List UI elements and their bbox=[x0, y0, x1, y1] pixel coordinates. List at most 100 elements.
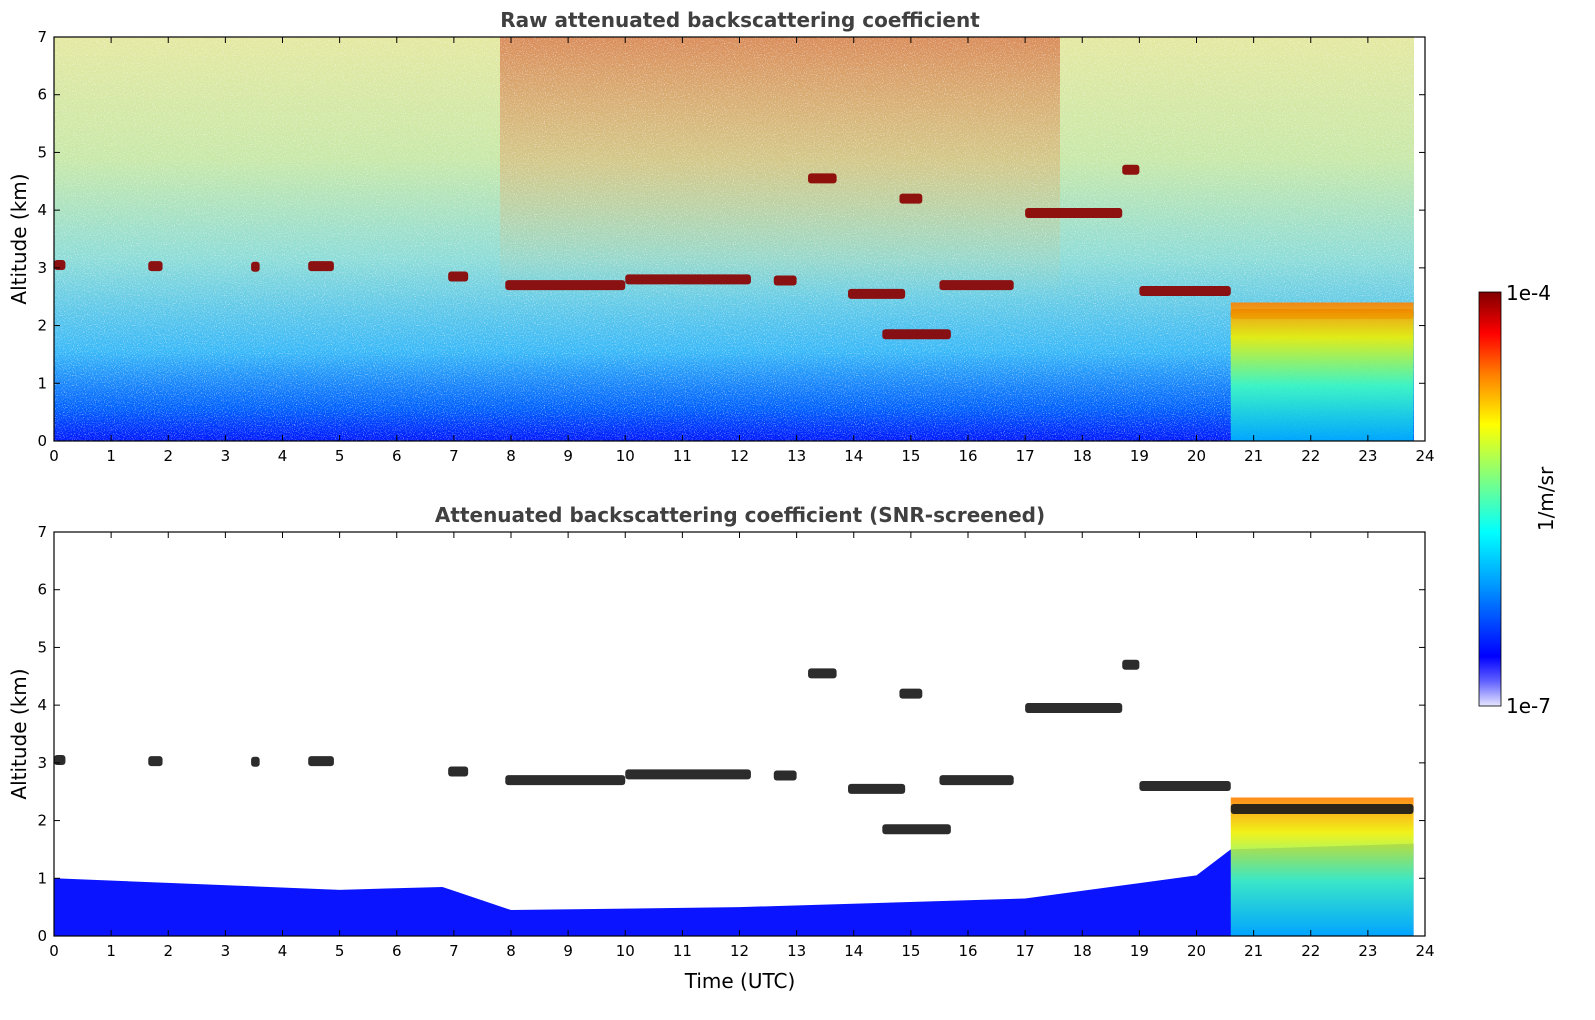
y-tick-label: 2 bbox=[37, 317, 47, 335]
cloud-layer bbox=[808, 668, 837, 679]
y-tick-label: 4 bbox=[37, 696, 47, 714]
x-tick-label: 10 bbox=[616, 942, 635, 960]
raw-y-axis-label: Altitude (km) bbox=[7, 173, 31, 304]
cloud-layer bbox=[1230, 804, 1414, 815]
colorbar-gradient bbox=[1478, 291, 1502, 707]
snr-y-axis-label: Altitude (km) bbox=[7, 668, 31, 799]
x-tick-label: 7 bbox=[449, 447, 459, 465]
y-tick-label: 6 bbox=[37, 581, 47, 599]
x-tick-label: 9 bbox=[563, 942, 573, 960]
x-tick-label: 1 bbox=[106, 447, 116, 465]
cloud-layer bbox=[848, 288, 906, 299]
y-tick-label: 6 bbox=[37, 86, 47, 104]
cloud-layer bbox=[148, 756, 163, 767]
x-tick-label: 17 bbox=[1016, 942, 1035, 960]
y-tick-label: 3 bbox=[37, 754, 47, 772]
cloud-layer bbox=[1025, 208, 1123, 219]
x-tick-label: 8 bbox=[506, 942, 516, 960]
y-tick-label: 1 bbox=[37, 374, 47, 392]
raw-x-axis: 0 1 2 3 4 5 6 7 8 9 10 11 12 13 14 15 16 17 18 19 20 21 22 23 24 bbox=[49, 37, 1435, 465]
cloud-layer bbox=[505, 775, 626, 786]
raw-y-axis: 0 1 2 3 4 5 6 7 bbox=[37, 28, 1425, 450]
cloud-layer bbox=[882, 824, 951, 835]
cloud-layer bbox=[1139, 780, 1231, 791]
raw-convective-cloud bbox=[1230, 302, 1414, 441]
x-tick-label: 5 bbox=[335, 942, 345, 960]
x-tick-label: 12 bbox=[730, 942, 749, 960]
cloud-layer bbox=[54, 259, 66, 270]
y-tick-label: 5 bbox=[37, 638, 47, 656]
y-tick-label: 7 bbox=[37, 28, 47, 46]
x-tick-label: 23 bbox=[1358, 942, 1377, 960]
cloud-layer bbox=[1025, 703, 1123, 714]
y-tick-label: 0 bbox=[37, 432, 47, 450]
cloud-layer bbox=[625, 769, 751, 780]
cloud-layer bbox=[308, 261, 334, 272]
x-tick-label: 8 bbox=[506, 447, 516, 465]
y-tick-label: 2 bbox=[37, 812, 47, 830]
y-tick-label: 1 bbox=[37, 869, 47, 887]
x-tick-label: 22 bbox=[1301, 447, 1320, 465]
x-tick-label: 0 bbox=[49, 447, 59, 465]
x-tick-label: 16 bbox=[958, 942, 977, 960]
x-tick-label: 11 bbox=[673, 447, 692, 465]
cloud-layer bbox=[1122, 659, 1140, 670]
x-tick-label: 10 bbox=[616, 447, 635, 465]
x-tick-label: 20 bbox=[1187, 942, 1206, 960]
x-tick-label: 3 bbox=[221, 447, 231, 465]
x-tick-label: 22 bbox=[1301, 942, 1320, 960]
x-tick-label: 6 bbox=[392, 942, 402, 960]
x-tick-label: 0 bbox=[49, 942, 59, 960]
cloud-layer bbox=[448, 271, 469, 282]
snr-screened-panel: Attenuated backscattering coefficient (S… bbox=[7, 503, 1435, 993]
cloud-layer bbox=[939, 280, 1014, 291]
snr-panel-title: Attenuated backscattering coefficient (S… bbox=[435, 503, 1045, 527]
cloud-layer bbox=[1122, 164, 1140, 175]
cloud-layer bbox=[625, 274, 751, 285]
cloud-layer bbox=[882, 329, 951, 340]
cloud-layer bbox=[251, 756, 260, 767]
x-tick-label: 5 bbox=[335, 447, 345, 465]
x-tick-label: 4 bbox=[278, 447, 288, 465]
cloud-layer bbox=[308, 756, 334, 767]
raw-backscatter-panel: Raw attenuated backscattering coefficien… bbox=[7, 8, 1435, 465]
x-tick-label: 7 bbox=[449, 942, 459, 960]
cloud-layer bbox=[939, 775, 1014, 786]
x-tick-label: 24 bbox=[1415, 447, 1434, 465]
snr-convective-cloud bbox=[1230, 797, 1414, 936]
x-tick-label: 12 bbox=[730, 447, 749, 465]
cloud-layer bbox=[808, 173, 837, 184]
colorbar-min-label: 1e-7 bbox=[1506, 694, 1551, 718]
x-tick-label: 16 bbox=[958, 447, 977, 465]
snr-boundary-layer bbox=[54, 843, 1414, 936]
x-tick-label: 14 bbox=[844, 942, 863, 960]
x-tick-label: 13 bbox=[787, 942, 806, 960]
cloud-layer bbox=[505, 280, 626, 291]
cloud-layer bbox=[899, 688, 923, 699]
x-tick-label: 3 bbox=[221, 942, 231, 960]
x-tick-label: 2 bbox=[163, 942, 173, 960]
x-tick-label: 18 bbox=[1073, 447, 1092, 465]
colorbar-unit-label: 1/m/sr bbox=[1534, 466, 1558, 531]
y-tick-label: 3 bbox=[37, 259, 47, 277]
cloud-layer bbox=[773, 275, 797, 286]
x-tick-label: 13 bbox=[787, 447, 806, 465]
snr-heatmap bbox=[54, 532, 1425, 936]
y-tick-label: 5 bbox=[37, 143, 47, 161]
x-tick-label: 24 bbox=[1415, 942, 1434, 960]
x-tick-label: 4 bbox=[278, 942, 288, 960]
cloud-layer bbox=[148, 261, 163, 272]
x-tick-label: 11 bbox=[673, 942, 692, 960]
x-tick-label: 14 bbox=[844, 447, 863, 465]
y-tick-label: 4 bbox=[37, 201, 47, 219]
colorbar-max-label: 1e-4 bbox=[1506, 281, 1551, 305]
x-tick-label: 20 bbox=[1187, 447, 1206, 465]
x-tick-label: 19 bbox=[1130, 942, 1149, 960]
x-tick-label: 6 bbox=[392, 447, 402, 465]
x-tick-label: 15 bbox=[901, 447, 920, 465]
cloud-layer bbox=[773, 770, 797, 781]
x-tick-label: 19 bbox=[1130, 447, 1149, 465]
cloud-layer bbox=[899, 193, 923, 204]
cloud-layer bbox=[1139, 285, 1231, 296]
